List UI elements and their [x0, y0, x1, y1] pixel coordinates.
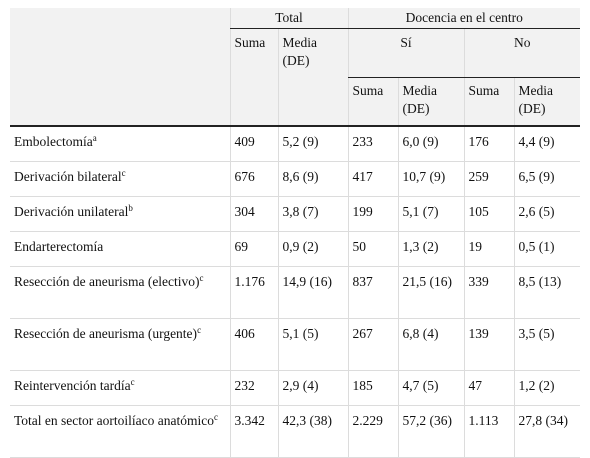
row-label: Resección de aneurisma (urgente)c — [10, 318, 230, 371]
header-si: Sí — [347, 28, 464, 78]
cell-no-media: 8,5 (13) — [513, 266, 580, 319]
cell-total-media: 8,6 (9) — [277, 161, 348, 197]
table-row: Embolectomíaa 409 5,2 (9) 233 6,0 (9) 176 4,4 … — [10, 126, 580, 162]
cell-total-suma: 409 — [229, 126, 278, 162]
cell-no-suma: 1.113 — [463, 405, 514, 458]
cell-si-suma: 267 — [347, 318, 398, 371]
header-group-total: Total — [229, 8, 348, 29]
cell-no-media: 3,5 (5) — [513, 318, 580, 371]
header-group-docencia: Docencia en el centro — [347, 8, 580, 29]
header-corner — [10, 77, 230, 127]
cell-total-suma: 3.342 — [229, 405, 278, 458]
cell-total-suma: 69 — [229, 231, 278, 267]
cell-si-suma: 837 — [347, 266, 398, 319]
cell-si-media: 6,8 (4) — [397, 318, 464, 371]
cell-si-suma: 50 — [347, 231, 398, 267]
row-label: Endarterectomía — [10, 231, 230, 267]
header-total-media: Media (DE) — [277, 28, 348, 127]
cell-no-suma: 47 — [463, 370, 514, 406]
header-corner — [10, 28, 230, 78]
cell-si-media: 21,5 (16) — [397, 266, 464, 319]
table-row: Resección de aneurisma (electivo)c 1.176 1… — [10, 266, 580, 319]
row-label: Total en sector aortoilíaco anatómicoc — [10, 405, 230, 458]
cell-no-media: 1,2 (2) — [513, 370, 580, 406]
footnote-marker: c — [199, 273, 204, 283]
cell-no-suma: 139 — [463, 318, 514, 371]
cell-si-suma: 185 — [347, 370, 398, 406]
cell-total-media: 0,9 (2) — [277, 231, 348, 267]
cell-si-suma: 2.229 — [347, 405, 398, 458]
cell-no-media: 27,8 (34) — [513, 405, 580, 458]
cell-total-media: 5,1 (5) — [277, 318, 348, 371]
footnote-marker: b — [128, 203, 133, 213]
header-si-media: Media (DE) — [397, 77, 464, 127]
row-label: Reintervención tardíac — [10, 370, 230, 406]
cell-si-media: 57,2 (36) — [397, 405, 464, 458]
cell-si-media: 4,7 (5) — [397, 370, 464, 406]
cell-total-media: 14,9 (16) — [277, 266, 348, 319]
table-row: Reintervención tardíac 232 2,9 (4) 185 4,7 (… — [10, 370, 580, 406]
table-row: Derivación unilateralb 304 3,8 (7) 199 5,1 (… — [10, 196, 580, 232]
cell-no-media: 6,5 (9) — [513, 161, 580, 197]
cell-total-media: 3,8 (7) — [277, 196, 348, 232]
cell-total-suma: 232 — [229, 370, 278, 406]
cell-si-media: 1,3 (2) — [397, 231, 464, 267]
header-no-suma: Suma — [463, 77, 514, 127]
header-no-media: Media (DE) — [513, 77, 580, 127]
cell-no-media: 0,5 (1) — [513, 231, 580, 267]
cell-si-media: 10,7 (9) — [397, 161, 464, 197]
cell-total-media: 42,3 (38) — [277, 405, 348, 458]
cell-no-media: 4,4 (9) — [513, 126, 580, 162]
footnote-marker: c — [213, 412, 218, 422]
header-corner — [10, 8, 230, 29]
header-no: No — [463, 28, 580, 78]
cell-no-suma: 176 — [463, 126, 514, 162]
footnote-marker: c — [130, 377, 135, 387]
cell-no-media: 2,6 (5) — [513, 196, 580, 232]
cell-si-media: 6,0 (9) — [397, 126, 464, 162]
cell-si-media: 5,1 (7) — [397, 196, 464, 232]
cell-no-suma: 19 — [463, 231, 514, 267]
data-table: Total Docencia en el centro Suma Media (… — [10, 8, 580, 458]
table-row: Total en sector aortoilíaco anatómicoc 3.… — [10, 405, 580, 458]
row-label: Derivación unilateralb — [10, 196, 230, 232]
row-label: Resección de aneurisma (electivo)c — [10, 266, 230, 319]
cell-si-suma: 417 — [347, 161, 398, 197]
row-label: Embolectomíaa — [10, 126, 230, 162]
footnote-marker: c — [197, 325, 202, 335]
cell-no-suma: 259 — [463, 161, 514, 197]
table-row: Endarterectomía 69 0,9 (2) 50 1,3 (2) 19 0,5 (… — [10, 231, 580, 267]
footnote-marker: c — [121, 168, 126, 178]
cell-total-media: 5,2 (9) — [277, 126, 348, 162]
cell-si-suma: 199 — [347, 196, 398, 232]
cell-no-suma: 339 — [463, 266, 514, 319]
table-row: Resección de aneurisma (urgente)c 406 5,1 … — [10, 318, 580, 371]
header-si-suma: Suma — [347, 77, 398, 127]
row-label: Derivación bilateralc — [10, 161, 230, 197]
table-row: Derivación bilateralc 676 8,6 (9) 417 10,7 (… — [10, 161, 580, 197]
cell-total-suma: 304 — [229, 196, 278, 232]
header-total-suma: Suma — [229, 28, 278, 127]
cell-total-suma: 406 — [229, 318, 278, 371]
cell-si-suma: 233 — [347, 126, 398, 162]
footnote-marker: a — [92, 133, 97, 143]
cell-no-suma: 105 — [463, 196, 514, 232]
cell-total-suma: 676 — [229, 161, 278, 197]
cell-total-media: 2,9 (4) — [277, 370, 348, 406]
cell-total-suma: 1.176 — [229, 266, 278, 319]
